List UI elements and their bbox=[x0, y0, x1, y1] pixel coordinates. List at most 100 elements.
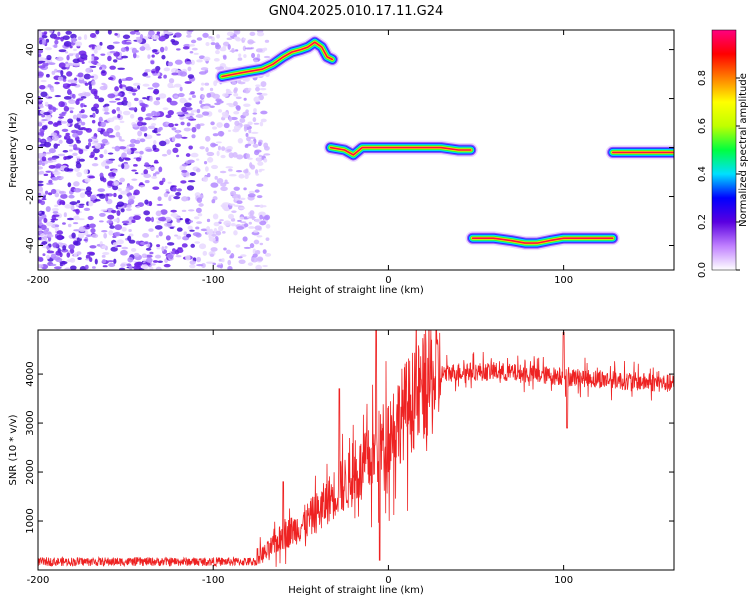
noise-speck bbox=[132, 215, 141, 221]
noise-speck bbox=[198, 243, 207, 250]
noise-speck bbox=[160, 209, 168, 215]
noise-speck bbox=[103, 111, 110, 115]
noise-speck bbox=[233, 101, 238, 107]
noise-speck bbox=[38, 65, 46, 69]
noise-speck bbox=[42, 62, 49, 67]
noise-speck bbox=[248, 190, 255, 194]
noise-speck bbox=[253, 96, 260, 103]
noise-speck bbox=[77, 218, 85, 221]
noise-speck bbox=[195, 114, 204, 118]
noise-speck bbox=[38, 186, 44, 192]
noise-speck bbox=[243, 187, 247, 191]
noise-speck bbox=[107, 55, 112, 62]
noise-speck bbox=[252, 253, 258, 258]
noise-speck bbox=[72, 133, 79, 138]
noise-speck bbox=[235, 244, 241, 248]
noise-speck bbox=[190, 243, 195, 248]
noise-layer bbox=[38, 30, 272, 270]
noise-speck bbox=[87, 215, 94, 221]
noise-speck bbox=[264, 39, 270, 43]
noise-speck bbox=[76, 139, 81, 144]
snr-panel: -200 -100 0 100 1000 2000 3000 4000 Height of s… bbox=[8, 329, 675, 596]
noise-speck bbox=[40, 139, 46, 142]
noise-speck bbox=[206, 92, 212, 98]
noise-speck bbox=[244, 47, 253, 50]
noise-speck bbox=[88, 200, 94, 207]
noise-speck bbox=[63, 156, 67, 161]
noise-speck bbox=[233, 110, 240, 115]
noise-speck bbox=[47, 138, 53, 143]
noise-speck bbox=[174, 123, 179, 126]
noise-speck bbox=[143, 173, 152, 179]
noise-speck bbox=[68, 53, 74, 57]
noise-speck bbox=[191, 126, 197, 133]
noise-speck bbox=[243, 169, 249, 174]
noise-speck bbox=[253, 239, 260, 245]
noise-speck bbox=[167, 109, 174, 116]
noise-speck bbox=[201, 82, 205, 86]
noise-speck bbox=[143, 169, 149, 175]
noise-speck bbox=[173, 216, 181, 219]
noise-speck bbox=[151, 54, 155, 58]
noise-speck bbox=[114, 98, 121, 101]
noise-speck bbox=[186, 185, 195, 191]
noise-speck bbox=[73, 143, 78, 150]
noise-speck bbox=[153, 140, 157, 145]
snr-ytick-label: 3000 bbox=[25, 410, 36, 435]
noise-speck bbox=[175, 254, 182, 258]
noise-speck bbox=[222, 93, 229, 97]
noise-speck bbox=[190, 152, 199, 158]
snr-xtick-label: 100 bbox=[554, 575, 573, 586]
noise-speck bbox=[113, 192, 117, 198]
noise-speck bbox=[46, 245, 50, 250]
colorbar-label: Normalized spectral amplitude bbox=[738, 73, 749, 227]
noise-speck bbox=[43, 235, 48, 241]
noise-speck bbox=[225, 88, 230, 92]
noise-speck bbox=[196, 264, 204, 267]
colorbar-tick-label: 0.8 bbox=[697, 70, 708, 86]
noise-speck bbox=[256, 183, 264, 187]
noise-speck bbox=[108, 172, 117, 178]
noise-speck bbox=[166, 242, 175, 246]
noise-speck bbox=[68, 99, 76, 105]
noise-speck bbox=[45, 170, 52, 173]
noise-speck bbox=[40, 91, 48, 98]
noise-speck bbox=[137, 137, 141, 141]
noise-speck bbox=[54, 39, 59, 45]
spectral-track-0 bbox=[221, 41, 334, 78]
noise-speck bbox=[255, 173, 260, 176]
noise-speck bbox=[92, 112, 96, 119]
noise-speck bbox=[144, 117, 152, 121]
noise-speck bbox=[187, 74, 195, 79]
noise-speck bbox=[181, 196, 189, 202]
noise-speck bbox=[102, 177, 107, 183]
noise-speck bbox=[55, 250, 62, 256]
noise-speck bbox=[193, 216, 200, 220]
noise-speck bbox=[52, 242, 59, 248]
noise-speck bbox=[248, 221, 252, 225]
colorbar-tick-label: 0.0 bbox=[697, 262, 708, 278]
noise-speck bbox=[172, 147, 179, 153]
noise-speck bbox=[175, 143, 181, 148]
noise-speck bbox=[47, 84, 52, 88]
noise-speck bbox=[264, 214, 271, 221]
noise-speck bbox=[110, 209, 117, 214]
noise-speck bbox=[102, 251, 110, 256]
noise-speck bbox=[58, 62, 66, 69]
noise-speck bbox=[223, 206, 230, 212]
noise-speck bbox=[221, 114, 229, 118]
noise-speck bbox=[63, 41, 72, 47]
noise-speck bbox=[162, 107, 169, 111]
noise-speck bbox=[75, 99, 80, 105]
noise-speck bbox=[120, 190, 128, 195]
noise-speck bbox=[210, 247, 218, 252]
noise-speck bbox=[157, 260, 163, 263]
noise-speck bbox=[58, 116, 65, 119]
colorbar: 0.0 0.2 0.4 0.6 0.8 Normalized spectral ampl… bbox=[697, 29, 749, 278]
noise-speck bbox=[154, 225, 163, 230]
noise-speck bbox=[179, 86, 183, 92]
noise-speck bbox=[253, 108, 257, 113]
noise-speck bbox=[38, 49, 44, 54]
noise-speck bbox=[216, 264, 223, 268]
noise-speck bbox=[165, 122, 170, 125]
